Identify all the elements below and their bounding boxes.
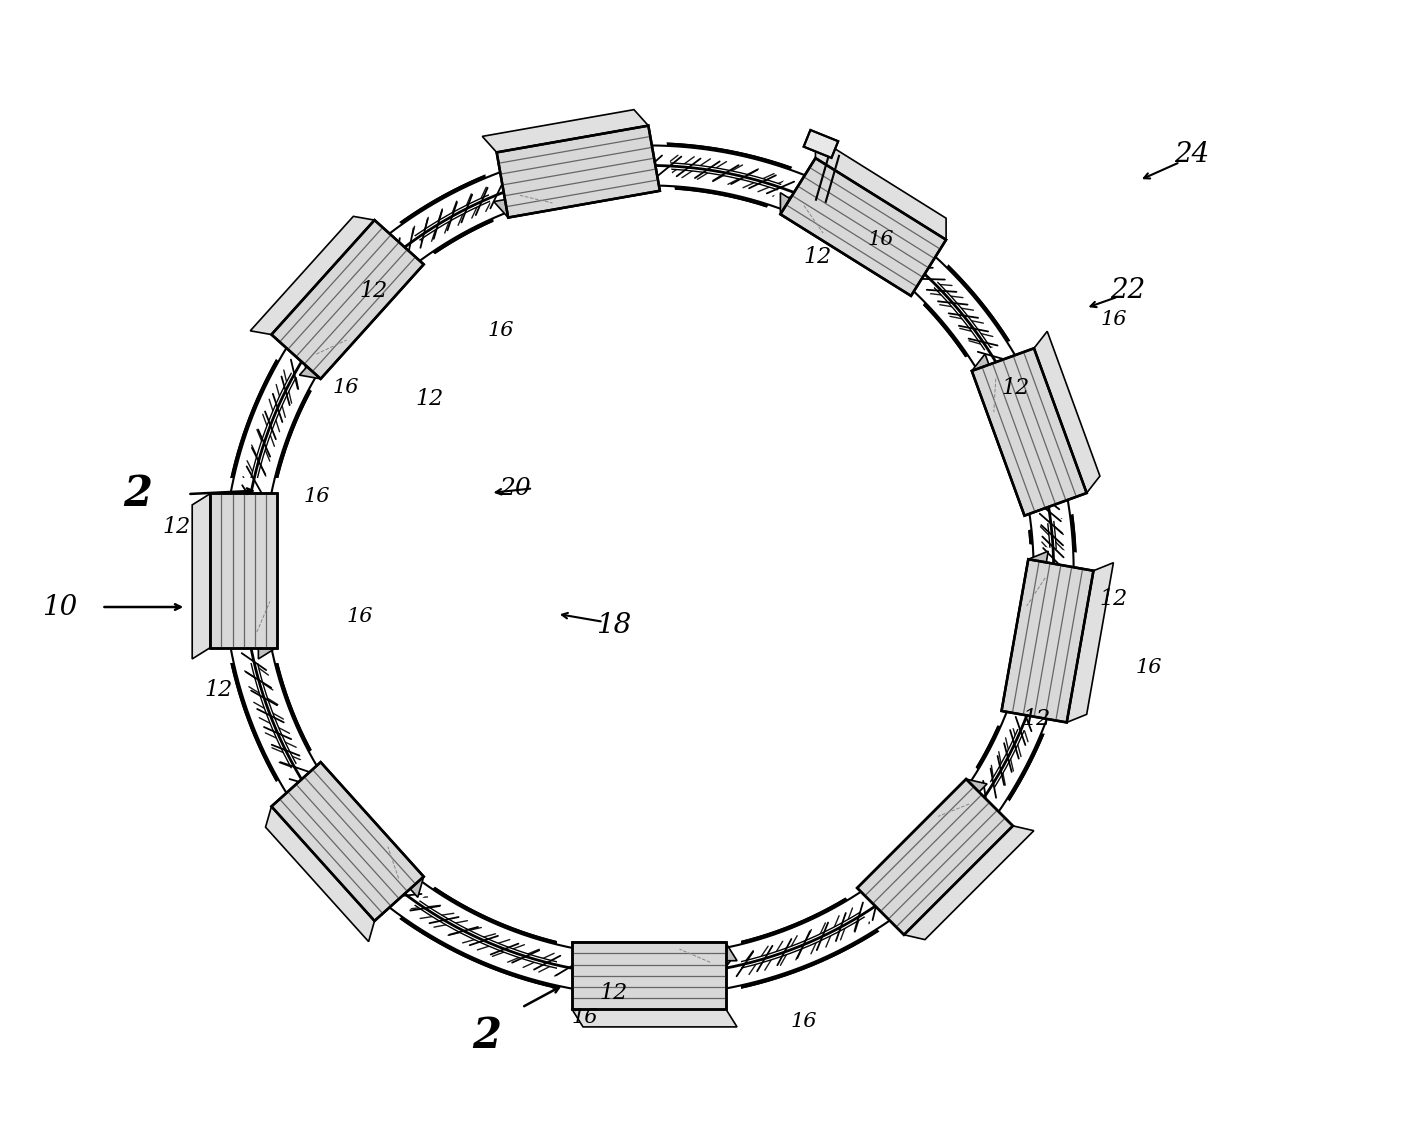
Text: 16: 16 bbox=[1136, 658, 1162, 677]
Text: 18: 18 bbox=[596, 612, 632, 639]
Polygon shape bbox=[571, 942, 726, 1009]
Text: 16: 16 bbox=[488, 322, 513, 340]
Text: 2: 2 bbox=[472, 1015, 501, 1057]
Text: 16: 16 bbox=[869, 230, 894, 249]
Text: 10: 10 bbox=[42, 593, 78, 621]
Polygon shape bbox=[250, 217, 375, 334]
Text: 16: 16 bbox=[305, 487, 330, 505]
Polygon shape bbox=[251, 199, 446, 400]
Text: 16: 16 bbox=[347, 607, 372, 625]
Circle shape bbox=[221, 144, 1076, 997]
Text: 20: 20 bbox=[499, 477, 530, 500]
Text: 12: 12 bbox=[1100, 588, 1128, 610]
Polygon shape bbox=[210, 493, 276, 647]
Polygon shape bbox=[496, 126, 660, 218]
Polygon shape bbox=[571, 1009, 737, 1027]
Polygon shape bbox=[815, 137, 946, 240]
Text: 22: 22 bbox=[1111, 277, 1146, 305]
Polygon shape bbox=[836, 758, 1034, 956]
Text: 12: 12 bbox=[1001, 377, 1029, 399]
Polygon shape bbox=[1067, 563, 1114, 722]
Polygon shape bbox=[493, 175, 660, 218]
Polygon shape bbox=[1001, 551, 1048, 711]
Polygon shape bbox=[479, 108, 677, 235]
Polygon shape bbox=[571, 942, 737, 961]
Polygon shape bbox=[780, 159, 946, 296]
Text: 16: 16 bbox=[333, 379, 358, 397]
Text: 12: 12 bbox=[162, 516, 190, 539]
Text: 24: 24 bbox=[1175, 140, 1210, 168]
Text: 12: 12 bbox=[204, 679, 233, 702]
Text: 16: 16 bbox=[1101, 310, 1127, 329]
Polygon shape bbox=[258, 493, 276, 658]
Text: 16: 16 bbox=[572, 1009, 598, 1027]
Polygon shape bbox=[272, 762, 424, 921]
Circle shape bbox=[264, 186, 1034, 955]
Polygon shape bbox=[196, 478, 292, 663]
Polygon shape bbox=[299, 260, 424, 379]
Polygon shape bbox=[192, 493, 210, 658]
Text: 12: 12 bbox=[599, 981, 627, 1004]
Polygon shape bbox=[804, 130, 838, 157]
Polygon shape bbox=[1034, 331, 1100, 493]
Polygon shape bbox=[265, 807, 375, 941]
Polygon shape bbox=[1001, 559, 1094, 722]
Polygon shape bbox=[971, 354, 1038, 516]
Text: 12: 12 bbox=[360, 280, 388, 302]
Text: 12: 12 bbox=[416, 388, 444, 411]
Polygon shape bbox=[272, 220, 424, 379]
Polygon shape bbox=[984, 542, 1111, 739]
Text: 12: 12 bbox=[804, 245, 832, 268]
Polygon shape bbox=[971, 348, 1087, 516]
Text: 2: 2 bbox=[124, 474, 152, 515]
Polygon shape bbox=[482, 110, 649, 153]
Polygon shape bbox=[904, 826, 1034, 940]
Polygon shape bbox=[780, 193, 911, 296]
Polygon shape bbox=[251, 741, 446, 942]
Polygon shape bbox=[557, 928, 740, 1023]
Text: 16: 16 bbox=[791, 1012, 816, 1030]
Text: 12: 12 bbox=[1022, 707, 1050, 730]
Polygon shape bbox=[314, 762, 424, 897]
Polygon shape bbox=[760, 137, 967, 316]
Polygon shape bbox=[857, 779, 987, 892]
Polygon shape bbox=[857, 779, 1012, 934]
Polygon shape bbox=[953, 329, 1105, 535]
